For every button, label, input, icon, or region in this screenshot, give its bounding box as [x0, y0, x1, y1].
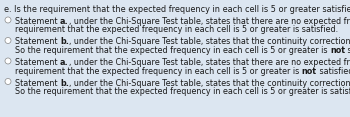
Text: requirement that the expected frequency in each cell is 5 or greater is satisfie: requirement that the expected frequency … [15, 26, 338, 35]
Text: a.: a. [60, 17, 69, 26]
Text: e. Is the requirement that the expected frequency in each cell is 5 or greater s: e. Is the requirement that the expected … [4, 5, 350, 14]
Text: b.: b. [60, 38, 69, 46]
Text: not: not [302, 66, 317, 75]
Circle shape [5, 37, 11, 44]
Text: satisfied.: satisfied. [317, 66, 350, 75]
Text: Statement: Statement [15, 17, 60, 26]
Circle shape [5, 17, 11, 23]
Text: satisfied.: satisfied. [345, 46, 350, 55]
Text: , under the Chi-Square Test table, states that there are no expected frequencies: , under the Chi-Square Test table, state… [69, 58, 350, 67]
Text: So the requirement that the expected frequency in each cell is 5 or greater is: So the requirement that the expected fre… [15, 46, 330, 55]
Text: , under the Chi-Square Test table, states that there are no expected frequencies: , under the Chi-Square Test table, state… [69, 17, 350, 26]
Text: b.: b. [60, 79, 69, 88]
Text: a.: a. [60, 58, 69, 67]
Text: So the requirement that the expected frequency in each cell is 5 or greater is s: So the requirement that the expected fre… [15, 87, 350, 96]
Circle shape [5, 79, 11, 84]
Text: not: not [330, 46, 345, 55]
Text: , under the Chi-Square Test table, states that the continuity correction is comp: , under the Chi-Square Test table, state… [69, 79, 350, 88]
Text: Statement: Statement [15, 58, 60, 67]
Text: requirement that the expected frequency in each cell is 5 or greater is: requirement that the expected frequency … [15, 66, 302, 75]
Circle shape [5, 58, 11, 64]
Text: , under the Chi-Square Test table, states that the continuity correction is comp: , under the Chi-Square Test table, state… [69, 38, 350, 46]
Text: Statement: Statement [15, 79, 60, 88]
Text: Statement: Statement [15, 38, 60, 46]
